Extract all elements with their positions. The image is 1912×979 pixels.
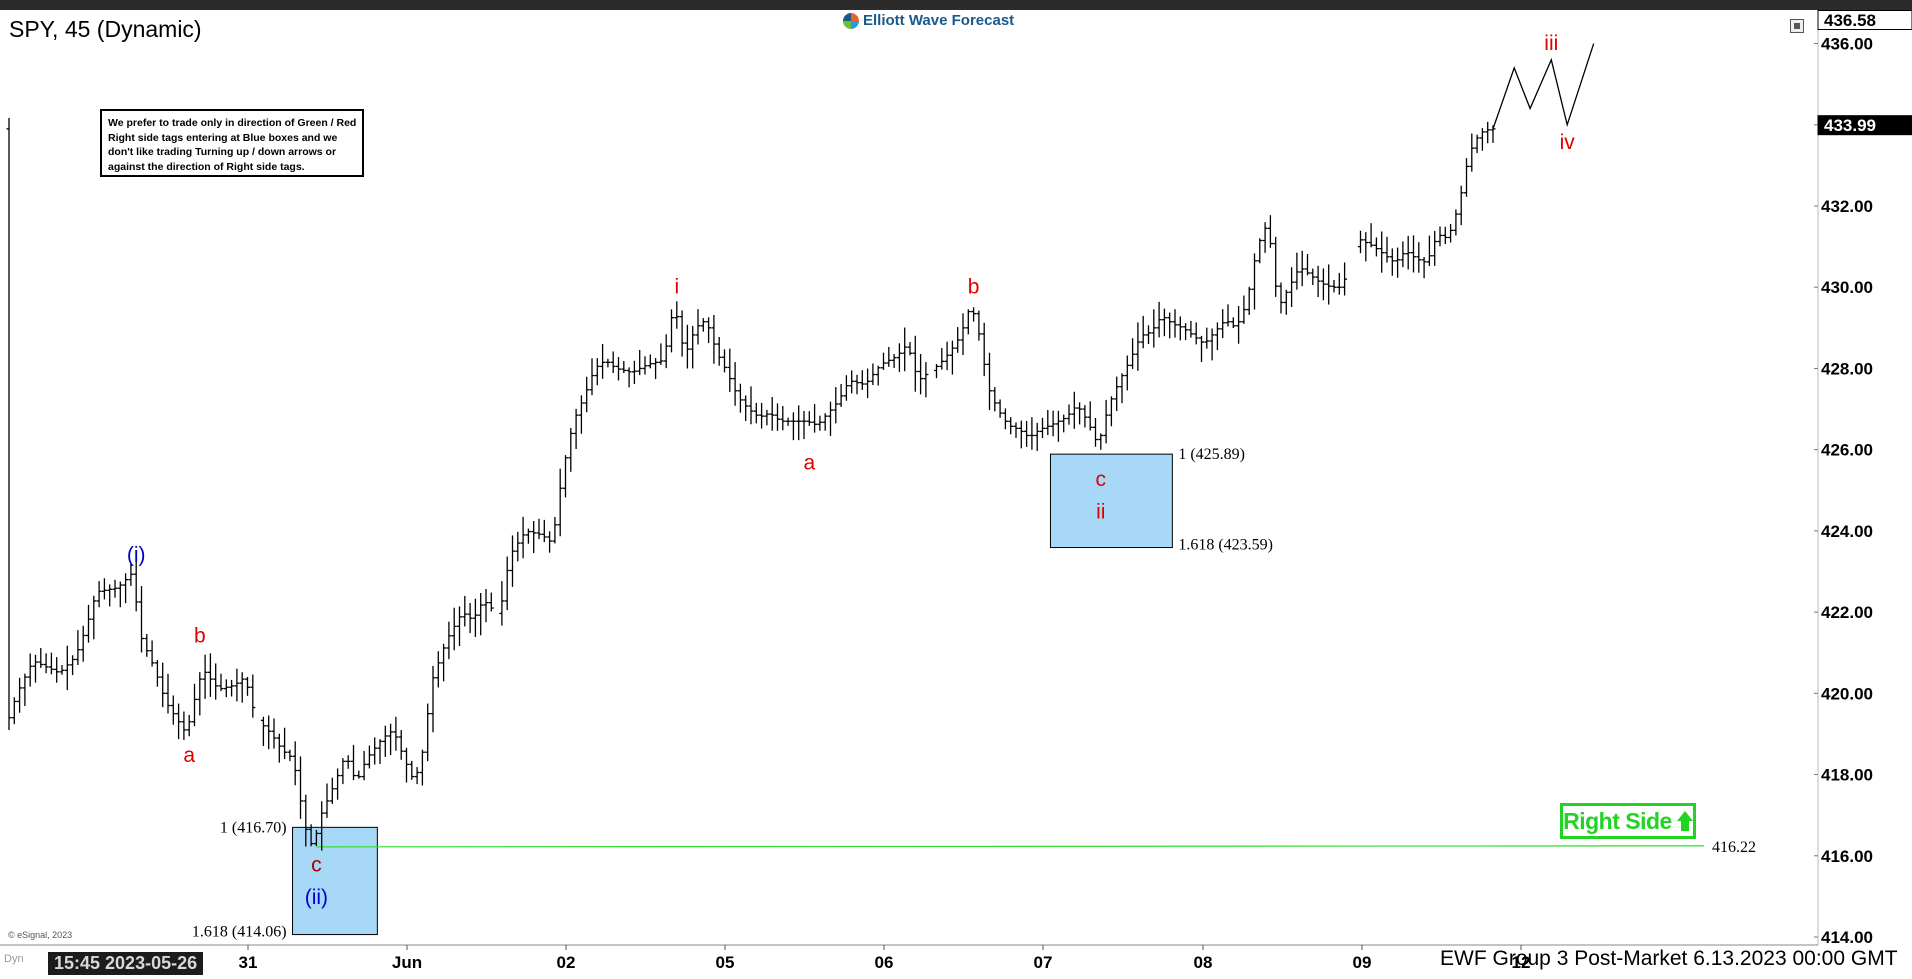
box-bottom-label: 1.618 (414.06) <box>192 924 287 941</box>
x-tick-label: 09 <box>1353 953 1372 972</box>
brand-name: Elliott Wave Forecast <box>863 12 1015 29</box>
projection-path <box>1492 43 1595 130</box>
x-tick-label: 08 <box>1194 953 1213 972</box>
y-tick-label: 426.00 <box>1821 441 1873 460</box>
x-tick-label: 07 <box>1034 953 1053 972</box>
price-axis: 436.00434.00432.00430.00428.00426.00424.… <box>1814 10 1912 947</box>
wave-label: b <box>968 275 980 298</box>
y-tick-label: 436.00 <box>1821 35 1873 54</box>
footer-text: EWF Group 3 Post-Market 6.13.2023 00:00 … <box>1440 947 1898 970</box>
y-tick-label: 432.00 <box>1821 197 1873 216</box>
time-axis: 31 Jun 02 05 06 07 08 09 12 <box>0 944 1818 972</box>
support-line-label: 416.22 <box>1712 839 1756 856</box>
current-date-badge: 15:45 2023-05-26 <box>48 952 204 975</box>
right-side-label: Right Side <box>1563 807 1672 834</box>
y-tick-label: 422.00 <box>1821 603 1873 622</box>
trading-note: We prefer to trade only in direction of … <box>100 109 364 177</box>
support-line <box>316 845 1705 848</box>
support-line: 416.22 <box>316 839 1756 856</box>
price-tag-last <box>1817 115 1912 136</box>
x-tick-label: 06 <box>875 953 894 972</box>
right-side-tag: Right Side <box>1560 803 1696 839</box>
wave-label: iii <box>1544 32 1558 55</box>
wave-label: c <box>1096 468 1107 491</box>
wave-label: b <box>194 625 206 648</box>
wave-label: c <box>311 854 322 877</box>
wave-label: i <box>674 275 679 298</box>
box-bottom-label: 1.618 (423.59) <box>1178 537 1273 554</box>
ohlc-bars <box>6 117 1496 851</box>
blue-box-2 <box>1049 453 1173 549</box>
blue-boxes: 1 (416.70) 1.618 (414.06) 1 (425.89) 1.618 … <box>192 446 1273 940</box>
y-tick-label: 416.00 <box>1821 847 1873 866</box>
blue-box-1 <box>292 826 378 936</box>
chart-title: SPY, 45 (Dynamic) <box>9 16 202 42</box>
wave-label: (ii) <box>305 886 328 909</box>
wave-label: a <box>803 452 815 475</box>
x-tick-label: Jun <box>392 953 422 972</box>
wave-label: ii <box>1096 500 1105 523</box>
brand-logo-icon <box>843 12 859 29</box>
window-restore-icon[interactable] <box>1790 19 1804 33</box>
y-tick-label: 428.00 <box>1821 359 1873 378</box>
x-tick-label: 02 <box>557 953 576 972</box>
y-tick-label: 424.00 <box>1821 522 1873 541</box>
y-tick-label: 430.00 <box>1821 278 1873 297</box>
x-tick-label: 31 <box>239 953 258 972</box>
price-tag-high <box>1817 10 1912 30</box>
dyn-label: Dyn <box>4 953 24 965</box>
y-tick-label: 418.00 <box>1821 766 1873 785</box>
box-top-label: 1 (425.89) <box>1178 446 1245 463</box>
brand: Elliott Wave Forecast <box>843 12 1014 29</box>
wave-label: (i) <box>127 543 146 566</box>
wave-label: a <box>183 744 195 767</box>
x-tick-label: 05 <box>716 953 735 972</box>
projection-path <box>1492 43 1595 130</box>
copyright: © eSignal, 2023 <box>8 930 73 940</box>
wave-label: iv <box>1560 131 1576 154</box>
x-tick-label: 12 <box>1512 953 1531 972</box>
y-tick-label: 414.00 <box>1821 928 1873 947</box>
up-arrow-icon <box>1676 811 1693 831</box>
box-top-label: 1 (416.70) <box>220 819 287 836</box>
price-tag-last-label: 433.99 <box>1824 116 1876 135</box>
price-tag-high-label: 436.58 <box>1824 11 1876 30</box>
y-tick-label: 420.00 <box>1821 684 1873 703</box>
top-bar <box>0 0 1912 10</box>
